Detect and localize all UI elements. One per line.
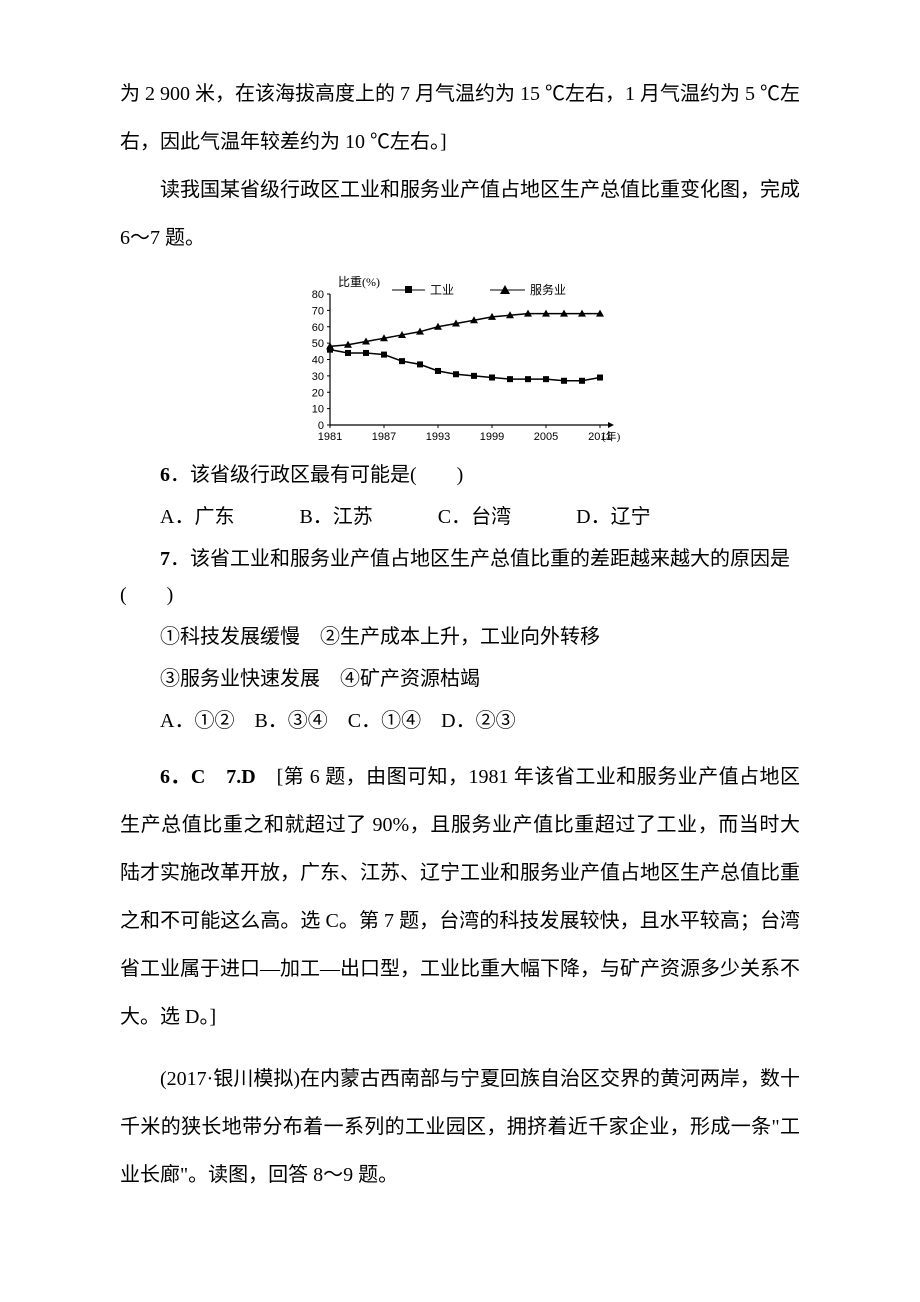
svg-text:70: 70: [312, 305, 324, 317]
q7-text: ．该省工业和服务业产值占地区生产总值比重的差距越来越大的原因是( ): [120, 548, 790, 606]
q6-opt-d: D．辽宁: [576, 506, 650, 528]
paragraph-intro-1: 为 2 900 米，在该海拔高度上的 7 月气温约为 15 ℃左右，1 月气温约…: [120, 70, 800, 166]
q6-options: A．广东 B．江苏 C．台湾 D．辽宁: [120, 499, 800, 535]
q7-stem: 7．该省工业和服务业产值占地区生产总值比重的差距越来越大的原因是( ): [120, 541, 800, 613]
answers-6-7: 6．C 7.D [第 6 题，由图可知，1981 年该省工业和服务业产值占地区生…: [120, 753, 800, 1041]
svg-text:60: 60: [312, 322, 324, 334]
q6-opt-b: B．江苏: [299, 506, 372, 528]
line-chart: 比重(%)工业服务业010203040506070801981198719931…: [290, 272, 630, 447]
q6-opt-c: C．台湾: [438, 506, 511, 528]
svg-text:50: 50: [312, 338, 324, 350]
q7-options: A．①② B．③④ C．①④ D．②③: [120, 703, 800, 739]
context-8-9: (2017·银川模拟)在内蒙古西南部与宁夏回族自治区交界的黄河两岸，数十千米的狭…: [120, 1055, 800, 1199]
q7-line2: ③服务业快速发展 ④矿产资源枯竭: [120, 661, 800, 697]
paragraph-intro-2: 读我国某省级行政区工业和服务业产值占地区生产总值比重变化图，完成 6～7 题。: [120, 166, 800, 262]
q6-text: ．该省级行政区最有可能是( ): [170, 464, 463, 486]
svg-text:1987: 1987: [372, 431, 396, 443]
svg-text:80: 80: [312, 289, 324, 301]
svg-text:40: 40: [312, 355, 324, 367]
svg-text:10: 10: [312, 404, 324, 416]
q7-line1: ①科技发展缓慢 ②生产成本上升，工业向外转移: [120, 619, 800, 655]
answers-body: [第 6 题，由图可知，1981 年该省工业和服务业产值占地区生产总值比重之和就…: [120, 766, 800, 1028]
q6-stem: 6．该省级行政区最有可能是( ): [120, 457, 800, 493]
svg-text:20: 20: [312, 387, 324, 399]
svg-text:工业: 工业: [430, 283, 454, 297]
svg-text:1999: 1999: [480, 431, 504, 443]
answers-prefix: 6．C 7.D: [160, 766, 256, 788]
svg-text:(年): (年): [602, 429, 621, 443]
svg-text:比重(%): 比重(%): [338, 275, 380, 289]
q6-opt-a: A．广东: [160, 506, 234, 528]
svg-text:服务业: 服务业: [530, 282, 566, 297]
chart-container: 比重(%)工业服务业010203040506070801981198719931…: [120, 272, 800, 447]
q6-num: 6: [160, 464, 170, 486]
q7-num: 7: [160, 548, 170, 570]
svg-text:2005: 2005: [534, 431, 558, 443]
svg-text:1993: 1993: [426, 431, 450, 443]
svg-text:30: 30: [312, 371, 324, 383]
svg-text:1981: 1981: [318, 431, 342, 443]
